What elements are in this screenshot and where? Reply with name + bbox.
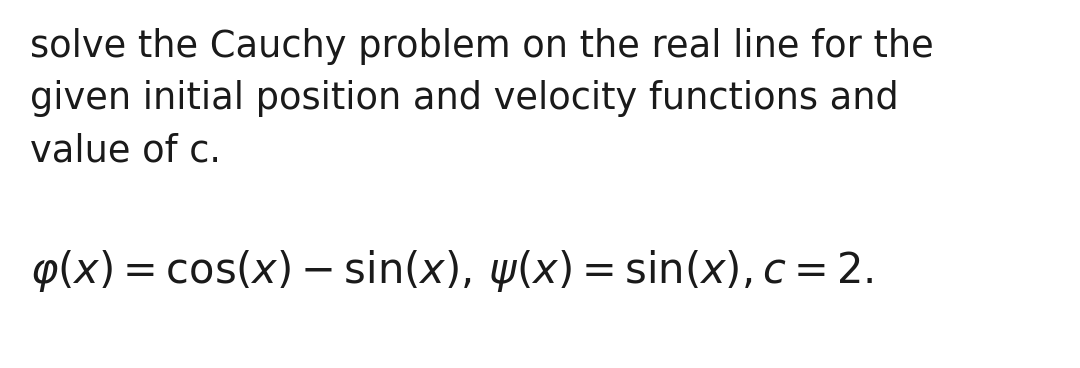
Text: given initial position and velocity functions and: given initial position and velocity func…	[30, 80, 899, 117]
Text: solve the Cauchy problem on the real line for the: solve the Cauchy problem on the real lin…	[30, 28, 934, 65]
Text: value of c.: value of c.	[30, 132, 221, 169]
Text: $\varphi(x) = \cos(x) - \sin(x),\, \psi(x) = \sin(x), c = 2.$: $\varphi(x) = \cos(x) - \sin(x),\, \psi(…	[30, 248, 874, 294]
